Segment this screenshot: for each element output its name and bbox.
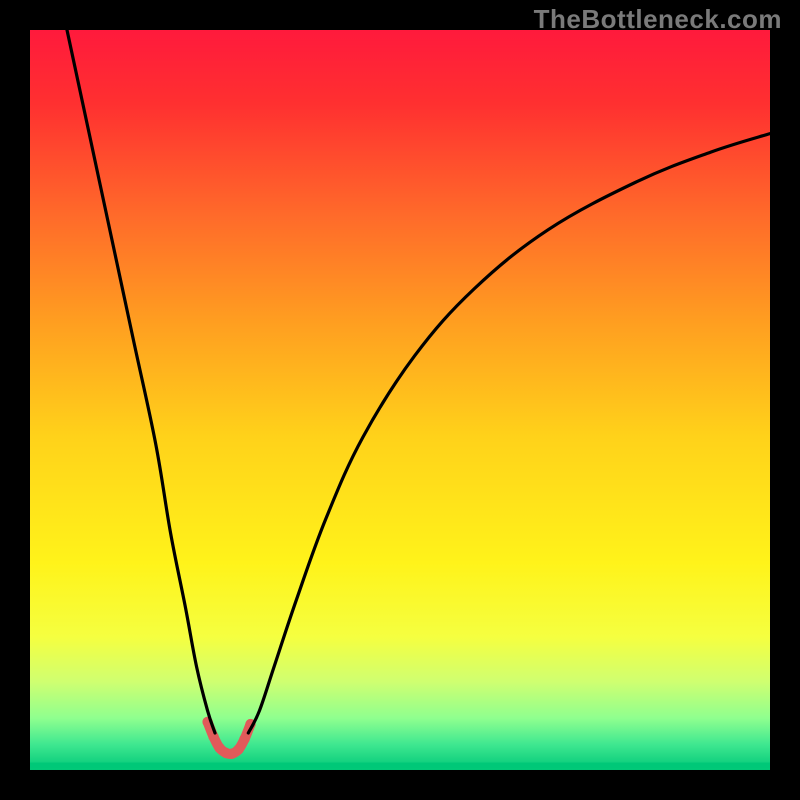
plot-svg bbox=[30, 30, 770, 770]
plot-area bbox=[30, 30, 770, 770]
watermark-text: TheBottleneck.com bbox=[534, 4, 782, 35]
valley-point bbox=[239, 734, 249, 744]
chart-frame: TheBottleneck.com bbox=[0, 0, 800, 800]
valley-point bbox=[233, 744, 243, 754]
gradient-background bbox=[30, 30, 770, 770]
